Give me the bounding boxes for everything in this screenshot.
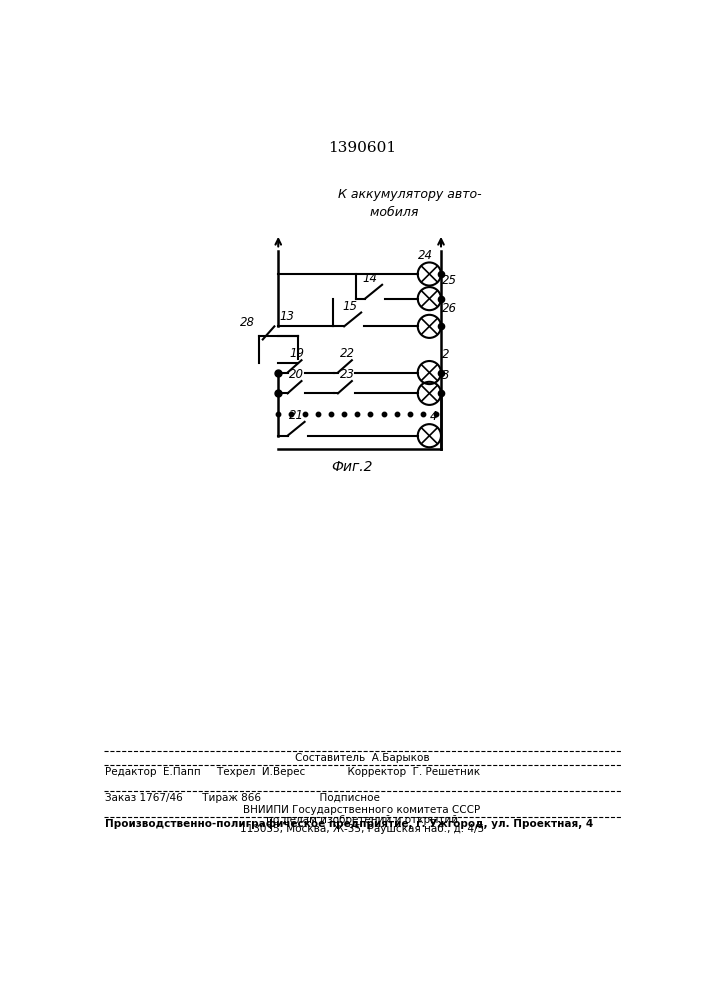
Text: 21: 21 [289, 409, 304, 422]
Text: 28: 28 [240, 316, 255, 329]
Text: 19: 19 [289, 347, 304, 360]
Text: 23: 23 [339, 368, 354, 381]
Text: Редактор  Е.Папп     Техрел  И.Верес             Корректор  Г. Решетник: Редактор Е.Папп Техрел И.Верес Корректор… [105, 767, 481, 777]
Text: ВНИИПИ Государственного комитета СССР: ВНИИПИ Государственного комитета СССР [243, 805, 481, 815]
Text: 113035, Москва, Ж-35, Раушская наб., д. 4/5: 113035, Москва, Ж-35, Раушская наб., д. … [240, 824, 484, 834]
Text: 3: 3 [442, 369, 449, 382]
Text: 22: 22 [339, 347, 354, 360]
Text: 13: 13 [280, 310, 295, 323]
Text: К аккумулятору авто-
        мобиля: К аккумулятору авто- мобиля [338, 188, 481, 219]
Text: 20: 20 [289, 368, 304, 381]
Text: Заказ 1767/46      Тираж 866                  Подписное: Заказ 1767/46 Тираж 866 Подписное [105, 793, 380, 803]
Text: 14: 14 [362, 272, 377, 285]
Text: 1390601: 1390601 [328, 141, 396, 155]
Text: Производственно-полиграфическое предприятие, г. Ужгород, ул. Проектная, 4: Производственно-полиграфическое предприя… [105, 819, 594, 829]
Text: Составитель  А.Барыков: Составитель А.Барыков [295, 753, 429, 763]
Text: Фиг.2: Фиг.2 [331, 460, 373, 474]
Text: 25: 25 [442, 274, 457, 287]
Text: 4: 4 [430, 410, 438, 423]
Text: 24: 24 [418, 249, 433, 262]
Text: по делам изобретений и открытий: по делам изобретений и открытий [266, 815, 458, 825]
Text: 26: 26 [442, 302, 457, 315]
Text: 15: 15 [343, 300, 358, 312]
Text: 2: 2 [442, 348, 449, 361]
